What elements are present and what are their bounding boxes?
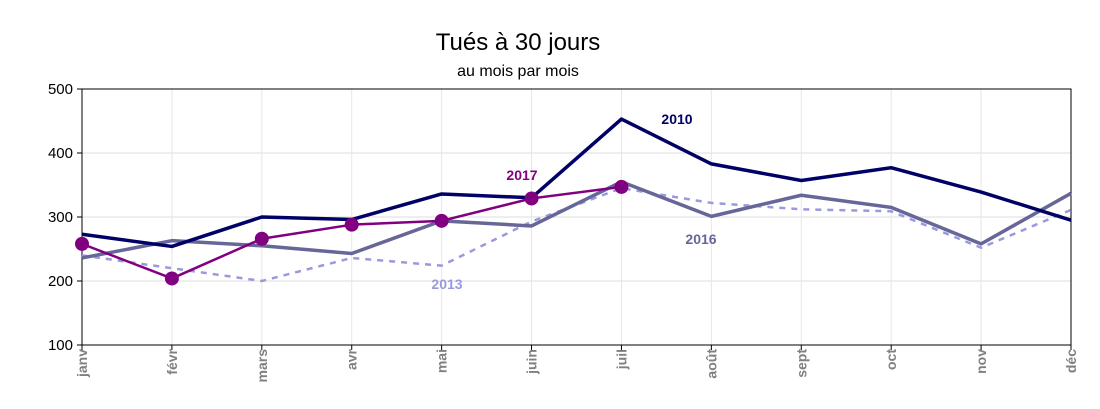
data-point-2017 xyxy=(434,213,449,228)
x-tick-label: juin xyxy=(524,349,540,375)
y-axis-ticks: 100 200 300 400 500 xyxy=(48,81,82,354)
x-tick-label: déc xyxy=(1063,349,1079,373)
y-tick-label: 300 xyxy=(48,209,73,226)
y-tick-label: 400 xyxy=(48,145,73,162)
series-label-2013: 2013 xyxy=(431,276,462,292)
y-tick-label: 200 xyxy=(48,273,73,290)
x-tick-label: janv xyxy=(74,349,90,378)
series-line-2010 xyxy=(81,117,1072,249)
x-tick-label: avr xyxy=(344,348,360,370)
y-tick-label: 100 xyxy=(48,337,73,354)
data-point-2017 xyxy=(254,231,269,246)
x-tick-label: oct xyxy=(883,349,899,370)
gridlines xyxy=(81,88,1072,346)
data-point-2017 xyxy=(164,271,179,286)
y-tick-label: 500 xyxy=(48,81,73,98)
chart-subtitle: au mois par mois xyxy=(457,63,579,80)
x-tick-label: mai xyxy=(434,349,450,373)
chart-title: Tués à 30 jours xyxy=(436,29,601,56)
series-label-2016: 2016 xyxy=(685,231,716,247)
series-labels: 2010 2013 2016 2017 xyxy=(431,111,716,292)
x-tick-label: nov xyxy=(973,349,989,374)
series-lines xyxy=(75,117,1072,286)
x-tick-label: févr xyxy=(164,348,180,374)
data-point-2017 xyxy=(75,236,89,251)
x-axis-ticks: janv févr mars avr mai juin juil août sept oct nov… xyxy=(74,345,1079,382)
data-point-2017 xyxy=(524,191,539,206)
data-point-2017 xyxy=(614,179,629,194)
data-point-2017 xyxy=(344,217,359,232)
x-tick-label: sept xyxy=(793,349,809,378)
series-label-2017: 2017 xyxy=(506,167,537,183)
x-tick-label: mars xyxy=(254,349,270,383)
series-label-2010: 2010 xyxy=(661,111,692,127)
x-tick-label: juil xyxy=(613,349,629,370)
x-tick-label: août xyxy=(703,349,719,379)
